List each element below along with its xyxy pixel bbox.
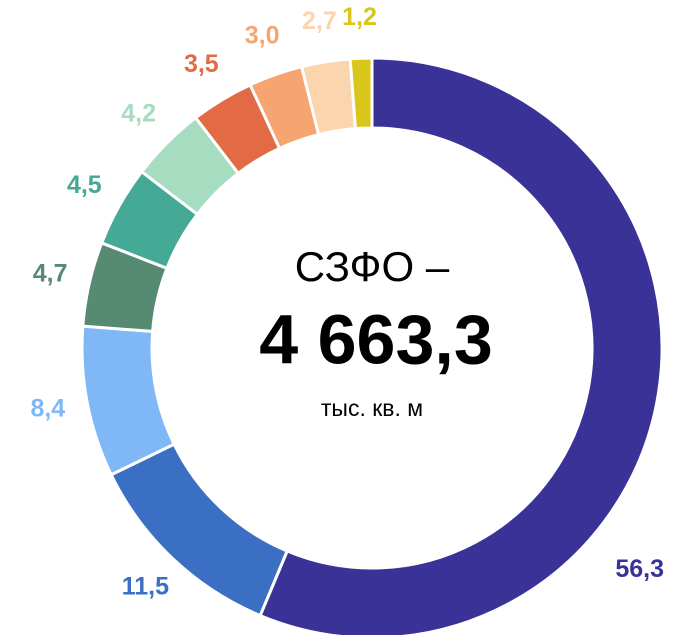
value-label: 4,7 <box>33 260 68 288</box>
value-label: 2,7 <box>302 7 337 35</box>
center-value: 4 663,3 <box>259 300 493 378</box>
center-title: СЗФО – <box>295 243 450 290</box>
value-label: 4,5 <box>67 171 102 199</box>
value-label: 3,0 <box>245 21 280 49</box>
value-label: 4,2 <box>121 99 156 127</box>
donut-segment <box>258 56 664 635</box>
center-unit: тыс. кв. м <box>321 395 423 421</box>
value-label: 11,5 <box>122 572 169 600</box>
value-label: 56,3 <box>615 555 664 583</box>
donut-segment <box>80 324 177 477</box>
value-label: 1,2 <box>342 3 377 31</box>
donut-segment <box>348 56 374 131</box>
value-label: 3,5 <box>184 50 219 78</box>
value-label: 8,4 <box>30 394 65 422</box>
